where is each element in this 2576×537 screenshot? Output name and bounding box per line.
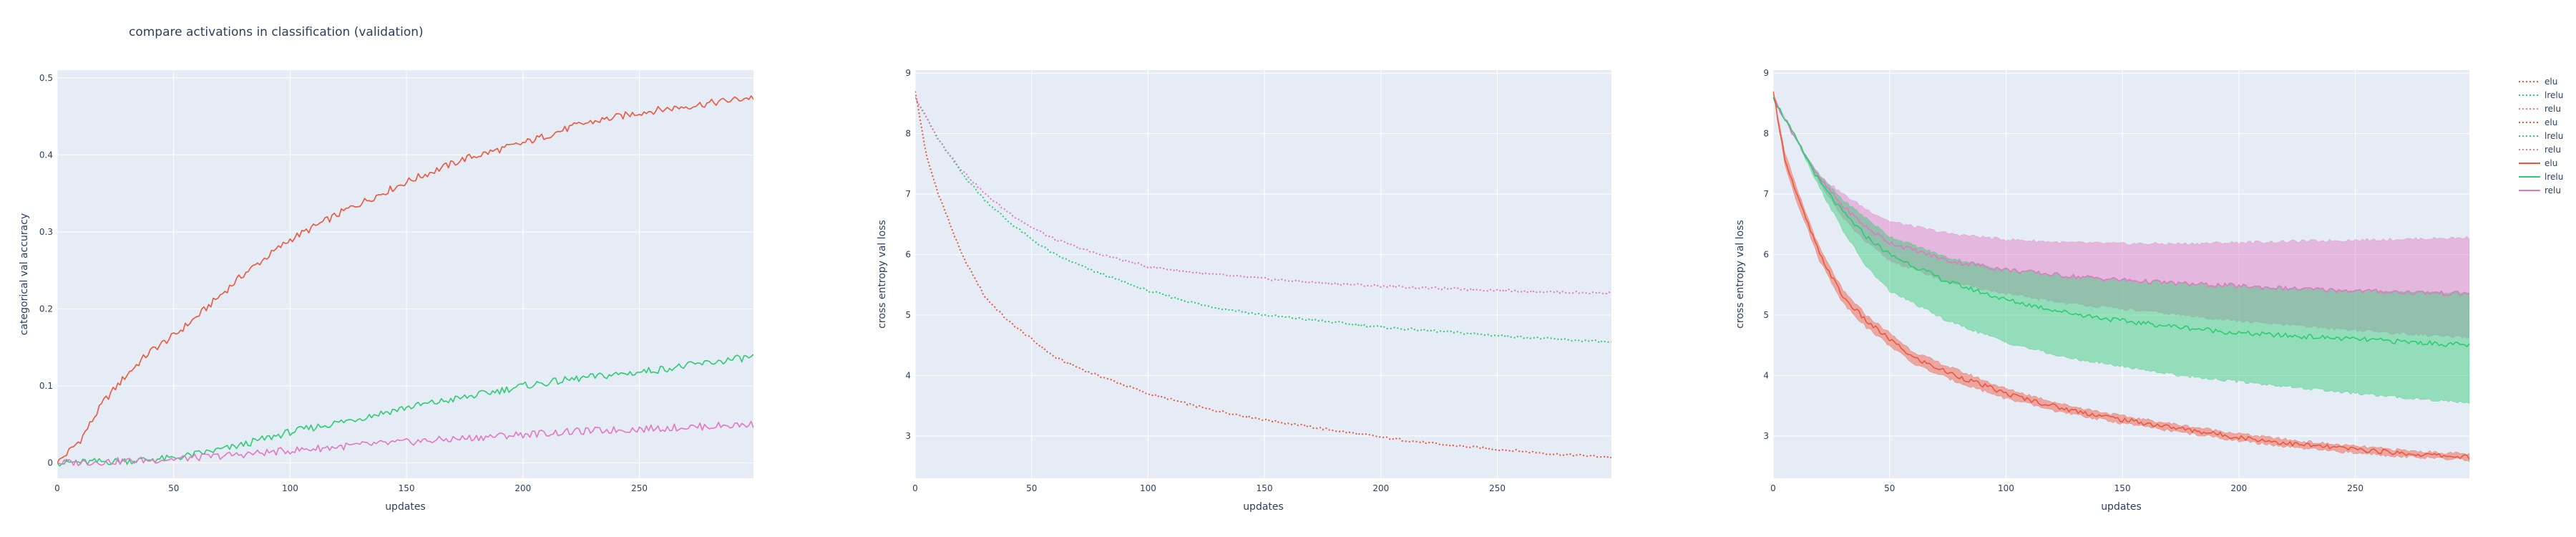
- x-tick-label: 250: [631, 483, 648, 493]
- legend-label: relu: [2545, 145, 2561, 155]
- legend-label: relu: [2545, 104, 2561, 114]
- y-axis-title: cross entropy val loss: [877, 220, 888, 329]
- x-tick-label: 150: [399, 483, 415, 493]
- x-tick-label: 50: [1026, 483, 1037, 493]
- x-tick-label: 50: [1884, 483, 1895, 493]
- x-tick-label: 250: [2347, 483, 2363, 493]
- series-line-lrelu: [57, 354, 753, 467]
- y-tick-label: 0.5: [39, 73, 53, 83]
- y-axis-title: cross entropy val loss: [1735, 220, 1746, 329]
- x-axis-title: updates: [385, 501, 426, 513]
- legend-label: relu: [2545, 185, 2561, 195]
- series-line-relu: [1773, 97, 2469, 296]
- chart-panel-1: 0 50 100 150 200 250 0 0.1 0.2 0.3 0.4 0.5 updates ca…: [19, 70, 753, 513]
- plot-area: [1773, 70, 2469, 478]
- x-tick-label: 150: [2114, 483, 2131, 493]
- x-tick-label: 100: [1998, 483, 2014, 493]
- series-band-relu: [1773, 96, 2469, 339]
- x-tick-label: 150: [1257, 483, 1273, 493]
- legend-item-lrelu[interactable]: lrelu: [2519, 172, 2563, 182]
- legend-item-lrelu[interactable]: lrelu: [2519, 90, 2563, 100]
- series-line-relu: [57, 420, 753, 467]
- x-tick-label: 0: [912, 483, 918, 493]
- series-line-elu: [57, 95, 753, 463]
- x-tick-label: 0: [54, 483, 60, 493]
- y-tick-label: 8: [1763, 129, 1769, 139]
- y-tick-label: 9: [905, 68, 911, 78]
- x-tick-label: 100: [282, 483, 298, 493]
- legend-item-lrelu[interactable]: lrelu: [2519, 131, 2563, 141]
- y-tick-label: 5: [905, 310, 911, 320]
- data-layer: [915, 91, 1611, 459]
- legend-item-relu[interactable]: relu: [2519, 104, 2561, 114]
- legend-item-elu[interactable]: elu: [2519, 117, 2557, 127]
- legend-label: lrelu: [2545, 172, 2563, 182]
- y-tick-label: 0.4: [39, 150, 53, 160]
- x-tick-label: 0: [1770, 483, 1776, 493]
- data-layer: [1773, 91, 2469, 462]
- y-tick-label: 5: [1763, 310, 1769, 320]
- y-tick-label: 4: [905, 370, 911, 380]
- plot-area: [915, 70, 1611, 478]
- series-line-elu: [915, 91, 1611, 459]
- data-layer: [57, 95, 753, 467]
- legend-label: elu: [2545, 117, 2557, 127]
- y-tick-label: 3: [1763, 431, 1769, 441]
- x-axis-title: updates: [1243, 501, 1284, 513]
- chart-title: compare activations in classification (v…: [129, 25, 424, 39]
- chart-panels: 0 50 100 150 200 25000.10.20.30.40.5updatesca…: [19, 68, 2469, 513]
- chart-panel-3: 0 50 100 150 200 250 3 4 5 6 7 8 9 updates cross entro…: [1735, 68, 2469, 513]
- plot-area: [57, 70, 753, 478]
- y-axis-title: categorical val accuracy: [19, 213, 30, 335]
- series-line-lrelu: [1773, 97, 2469, 347]
- y-tick-label: 7: [905, 189, 911, 199]
- y-tick-label: 9: [1763, 68, 1769, 78]
- legend-item-relu[interactable]: relu: [2519, 145, 2561, 155]
- y-tick-label: 0: [47, 458, 53, 468]
- legend-item-elu[interactable]: elu: [2519, 158, 2557, 168]
- x-tick-label: 200: [2230, 483, 2247, 493]
- y-tick-label: 0.2: [39, 304, 53, 314]
- y-tick-label: 0.1: [39, 381, 53, 391]
- x-tick-label: 50: [168, 483, 179, 493]
- chart-panel-2: 0 50 100 150 200 250 3 4 5 6 7 8 9 updates cross entro…: [877, 68, 1611, 513]
- legend-label: elu: [2545, 158, 2557, 168]
- y-tick-label: 0.3: [39, 227, 53, 237]
- legend-item-elu[interactable]: elu: [2519, 77, 2557, 87]
- series-band-elu: [1773, 92, 2469, 462]
- series-line-elu: [1773, 91, 2469, 460]
- series-line-lrelu: [915, 97, 1611, 344]
- x-tick-label: 100: [1140, 483, 1156, 493]
- legend-item-relu[interactable]: relu: [2519, 185, 2561, 195]
- series-band-lrelu: [1773, 97, 2469, 405]
- x-tick-label: 250: [1489, 483, 1506, 493]
- x-axis-title: updates: [2101, 501, 2142, 513]
- y-tick-label: 6: [1763, 250, 1769, 260]
- y-tick-label: 7: [1763, 189, 1769, 199]
- y-tick-label: 4: [1763, 370, 1769, 380]
- y-tick-label: 6: [905, 250, 911, 260]
- x-tick-label: 200: [514, 483, 531, 493]
- legend-label: lrelu: [2545, 131, 2563, 141]
- x-tick-label: 200: [1372, 483, 1389, 493]
- legend-label: elu: [2545, 77, 2557, 87]
- legend[interactable]: elu lrelu relu elu lrelu relu elu lrelu relu: [2519, 77, 2563, 195]
- y-tick-label: 8: [905, 129, 911, 139]
- legend-label: lrelu: [2545, 90, 2563, 100]
- y-tick-label: 3: [905, 431, 911, 441]
